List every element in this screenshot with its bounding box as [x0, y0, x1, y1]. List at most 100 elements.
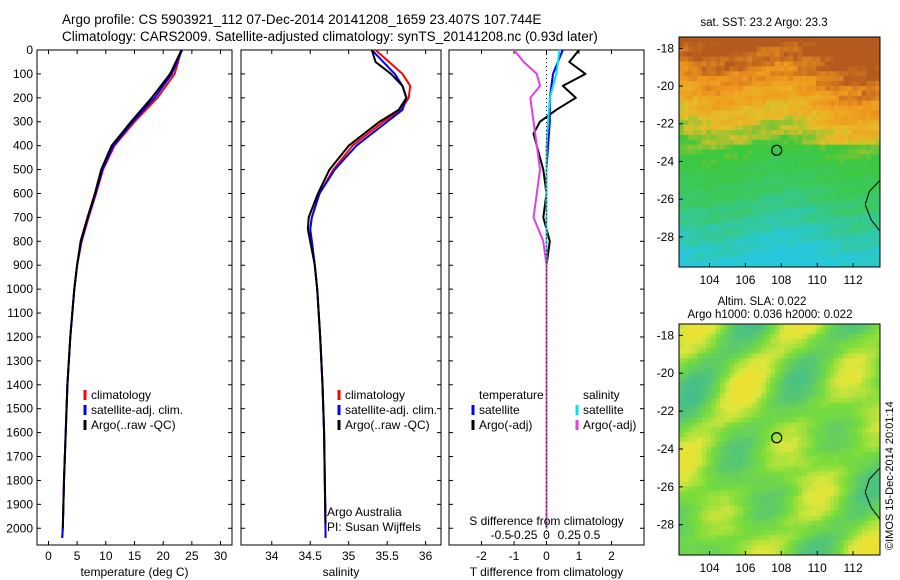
map-cell	[802, 540, 808, 546]
map-cell	[852, 545, 858, 551]
map-cell	[866, 37, 872, 43]
map-cell	[692, 66, 698, 72]
map-cell	[811, 183, 817, 190]
map-cell	[811, 338, 817, 345]
map-cell	[834, 392, 840, 399]
map-cell	[688, 491, 694, 497]
map-cell	[774, 105, 780, 111]
map-cell	[779, 348, 785, 354]
map-cell	[825, 422, 831, 428]
map-cell	[715, 213, 721, 219]
map-cell	[701, 471, 707, 477]
map-cell	[852, 174, 858, 180]
map-cell	[720, 46, 726, 53]
map-cell	[857, 232, 863, 239]
map-cell	[729, 193, 735, 199]
map-cell	[761, 363, 767, 369]
map-cell	[875, 382, 881, 389]
map-cell	[756, 407, 762, 413]
map-cell	[688, 412, 694, 418]
map-cell	[770, 520, 776, 526]
map-cell	[870, 417, 876, 423]
map-cell	[852, 125, 858, 131]
map-cell	[802, 139, 808, 146]
map-cell	[715, 41, 721, 48]
map-cell	[733, 178, 739, 185]
map-cell	[838, 149, 844, 155]
map-cell	[866, 222, 872, 229]
map-cell	[779, 530, 785, 536]
map-cell	[710, 348, 716, 354]
map-cell	[697, 540, 703, 546]
map-cell	[802, 353, 808, 359]
map-cell	[761, 466, 767, 472]
map-cell	[843, 324, 849, 330]
map-cell	[706, 125, 712, 131]
map-cell	[852, 90, 858, 97]
map-cell	[692, 520, 698, 526]
map-cell	[811, 545, 817, 551]
map-cell	[742, 387, 748, 394]
map-cell	[811, 100, 817, 106]
map-cell	[870, 496, 876, 502]
map-cell	[784, 550, 790, 556]
map-cell	[811, 353, 817, 359]
map-cell	[838, 368, 844, 374]
map-cell	[875, 417, 881, 423]
map-cell	[834, 368, 840, 374]
map-cell	[829, 159, 835, 165]
map-cell	[834, 222, 840, 229]
map-cell	[816, 432, 822, 438]
map-cell	[697, 525, 703, 531]
map-cell	[756, 257, 762, 263]
map-cell	[838, 183, 844, 190]
map-cell	[779, 446, 785, 453]
map-cell	[857, 496, 863, 502]
map-cell	[720, 530, 726, 536]
map-cell	[752, 417, 758, 423]
map-cell	[729, 496, 735, 502]
map-cell	[870, 432, 876, 438]
map-cell	[761, 120, 767, 126]
map-cell	[870, 120, 876, 126]
map-cell	[774, 496, 780, 502]
map-cell	[784, 218, 790, 224]
map-cell	[765, 373, 771, 379]
map-cell	[825, 476, 831, 482]
map-cell	[834, 387, 840, 394]
map-cell	[870, 387, 876, 394]
map-cell	[706, 486, 712, 492]
map-cell	[788, 466, 794, 472]
map-cell	[870, 412, 876, 418]
map-cell	[857, 397, 863, 404]
map-cell	[692, 76, 698, 82]
map-cell	[779, 95, 785, 102]
map-cell	[852, 85, 858, 92]
map-cell	[765, 402, 771, 408]
x-tick-label: 2	[608, 549, 615, 563]
map-cell	[683, 76, 689, 82]
map-cell	[692, 37, 698, 43]
map-cell	[738, 120, 744, 126]
map-cell	[838, 456, 844, 463]
map-cell	[679, 437, 684, 443]
map-cell	[834, 174, 840, 180]
map-cell	[692, 51, 698, 57]
map-cell	[802, 368, 808, 374]
map-cell	[802, 500, 808, 507]
map-cell	[870, 71, 876, 77]
map-cell	[843, 61, 849, 67]
map-cell	[729, 110, 735, 116]
map-cell	[733, 257, 739, 263]
map-cell	[720, 446, 726, 453]
map-cell	[761, 105, 767, 111]
map-cell	[688, 378, 694, 384]
map-cell	[806, 129, 812, 136]
map-cell	[733, 85, 739, 92]
map-cell	[761, 193, 767, 199]
depth-tick-label: 1400	[6, 378, 33, 392]
map-cell	[715, 149, 721, 155]
map-cell	[701, 378, 707, 384]
map-cell	[784, 222, 790, 229]
map-cell	[706, 95, 712, 102]
